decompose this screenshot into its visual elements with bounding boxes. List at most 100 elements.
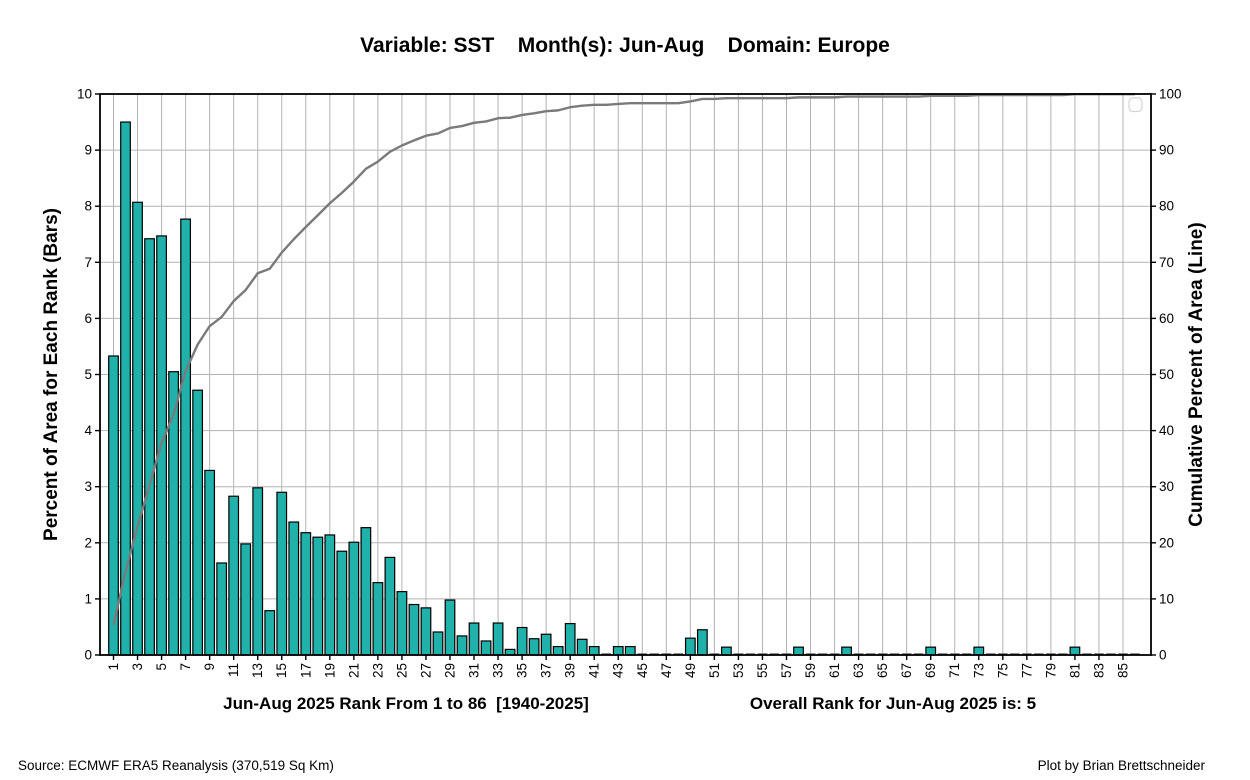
bar-rank-73 (973, 646, 985, 656)
bar-rank-31 (468, 622, 480, 656)
x-axis-title: Jun-Aug 2025 Rank From 1 to 86 [1940-202… (223, 694, 589, 713)
x-tick-labels: 1 3 5 7 9 11 13 15 17 19 21 23 25 27 29 31 33 35 37 39 41 43 4… (106, 663, 1130, 678)
bar-rank-40 (576, 638, 588, 656)
svg-text:30: 30 (1159, 479, 1174, 494)
bar-rank-43 (612, 645, 624, 656)
source-credit: Source: ECMWF ERA5 Reanalysis (370,519 S… (18, 758, 334, 773)
bar-rank-21 (348, 541, 360, 656)
bar-rank-22 (360, 527, 372, 656)
svg-text:90: 90 (1159, 143, 1174, 158)
bar-rank-10 (216, 562, 228, 656)
bar-rank-44 (624, 645, 636, 656)
svg-text:21: 21 (346, 663, 361, 678)
svg-text:9: 9 (84, 143, 92, 158)
bar-rank-50 (696, 629, 708, 656)
bar-rank-41 (588, 645, 600, 656)
svg-text:15: 15 (274, 663, 289, 678)
bar-rank-27 (420, 607, 432, 656)
svg-text:11: 11 (226, 663, 241, 677)
bar-rank-29 (444, 599, 456, 656)
svg-text:5: 5 (154, 663, 169, 671)
svg-text:39: 39 (563, 663, 578, 678)
tick-marks (95, 93, 1156, 660)
svg-text:80: 80 (1159, 199, 1174, 214)
svg-text:73: 73 (971, 663, 986, 678)
y-tick-labels-right: 0 10 20 30 40 50 60 70 80 90 100 (1159, 87, 1182, 663)
svg-text:70: 70 (1159, 255, 1174, 270)
svg-text:10: 10 (77, 87, 92, 102)
svg-text:33: 33 (491, 663, 506, 678)
bar-rank-30 (456, 635, 468, 656)
y-tick-labels-left: 0 1 2 3 4 5 6 7 8 9 10 (77, 87, 93, 663)
bars (108, 121, 1140, 656)
bar-rank-13 (252, 487, 264, 656)
bar-rank-26 (408, 603, 420, 656)
bar-rank-38 (552, 645, 564, 656)
svg-text:4: 4 (84, 423, 92, 438)
svg-text:51: 51 (707, 663, 722, 678)
svg-text:3: 3 (130, 663, 145, 671)
bar-rank-16 (288, 521, 300, 656)
svg-text:59: 59 (803, 663, 818, 678)
bar-rank-37 (540, 633, 552, 656)
legend-box (1128, 97, 1143, 113)
svg-text:69: 69 (923, 663, 938, 678)
svg-text:8: 8 (84, 199, 92, 214)
bar-rank-7 (180, 218, 192, 656)
gridlines (100, 93, 1151, 655)
svg-text:71: 71 (947, 663, 962, 678)
bar-rank-69 (925, 646, 937, 656)
svg-text:50: 50 (1159, 367, 1174, 382)
bar-rank-49 (684, 637, 696, 656)
bar-rank-11 (228, 495, 240, 656)
svg-text:25: 25 (394, 663, 409, 678)
svg-text:61: 61 (827, 663, 842, 678)
svg-text:75: 75 (995, 663, 1010, 678)
svg-text:3: 3 (84, 479, 92, 494)
overall-rank-annotation: Overall Rank for Jun-Aug 2025 is: 5 (749, 694, 1037, 713)
bar-rank-36 (528, 638, 540, 656)
bar-rank-8 (192, 389, 204, 656)
svg-text:43: 43 (611, 663, 626, 678)
bar-rank-3 (132, 201, 143, 656)
bar-rank-17 (300, 532, 312, 656)
svg-text:41: 41 (587, 663, 602, 678)
svg-text:81: 81 (1067, 663, 1082, 678)
bar-rank-81 (1069, 646, 1081, 656)
bar-rank-35 (516, 626, 528, 656)
svg-text:35: 35 (515, 663, 530, 678)
svg-text:55: 55 (755, 663, 770, 678)
svg-text:23: 23 (370, 663, 385, 678)
svg-text:37: 37 (539, 663, 554, 678)
chart-title: Variable: SST Month(s): Jun-Aug Domain: … (360, 34, 890, 57)
author-credit: Plot by Brian Brettschneider (1037, 758, 1205, 773)
svg-text:53: 53 (731, 663, 746, 678)
svg-text:57: 57 (779, 663, 794, 678)
bar-rank-18 (312, 536, 324, 656)
svg-text:67: 67 (899, 663, 914, 678)
svg-text:5: 5 (84, 367, 92, 382)
svg-text:7: 7 (84, 255, 92, 270)
svg-text:29: 29 (442, 663, 457, 678)
svg-text:13: 13 (250, 663, 265, 678)
bar-rank-4 (144, 238, 155, 656)
bar-rank-28 (432, 631, 444, 656)
svg-text:77: 77 (1019, 663, 1034, 678)
svg-text:10: 10 (1159, 591, 1174, 606)
bar-rank-33 (492, 622, 504, 656)
svg-text:60: 60 (1159, 311, 1174, 326)
svg-text:9: 9 (202, 663, 217, 671)
bar-rank-12 (240, 543, 252, 656)
bar-rank-20 (336, 550, 348, 656)
svg-text:79: 79 (1043, 663, 1058, 678)
bar-rank-39 (564, 622, 576, 656)
cumulative-line (112, 93, 1135, 626)
svg-text:63: 63 (851, 663, 866, 678)
svg-text:19: 19 (322, 663, 337, 678)
svg-text:1: 1 (106, 663, 121, 671)
left-axis-title: Percent of Area for Each Rank (Bars) (41, 208, 62, 541)
bar-rank-23 (372, 582, 384, 656)
bar-rank-19 (324, 534, 336, 656)
bar-rank-25 (396, 591, 408, 656)
